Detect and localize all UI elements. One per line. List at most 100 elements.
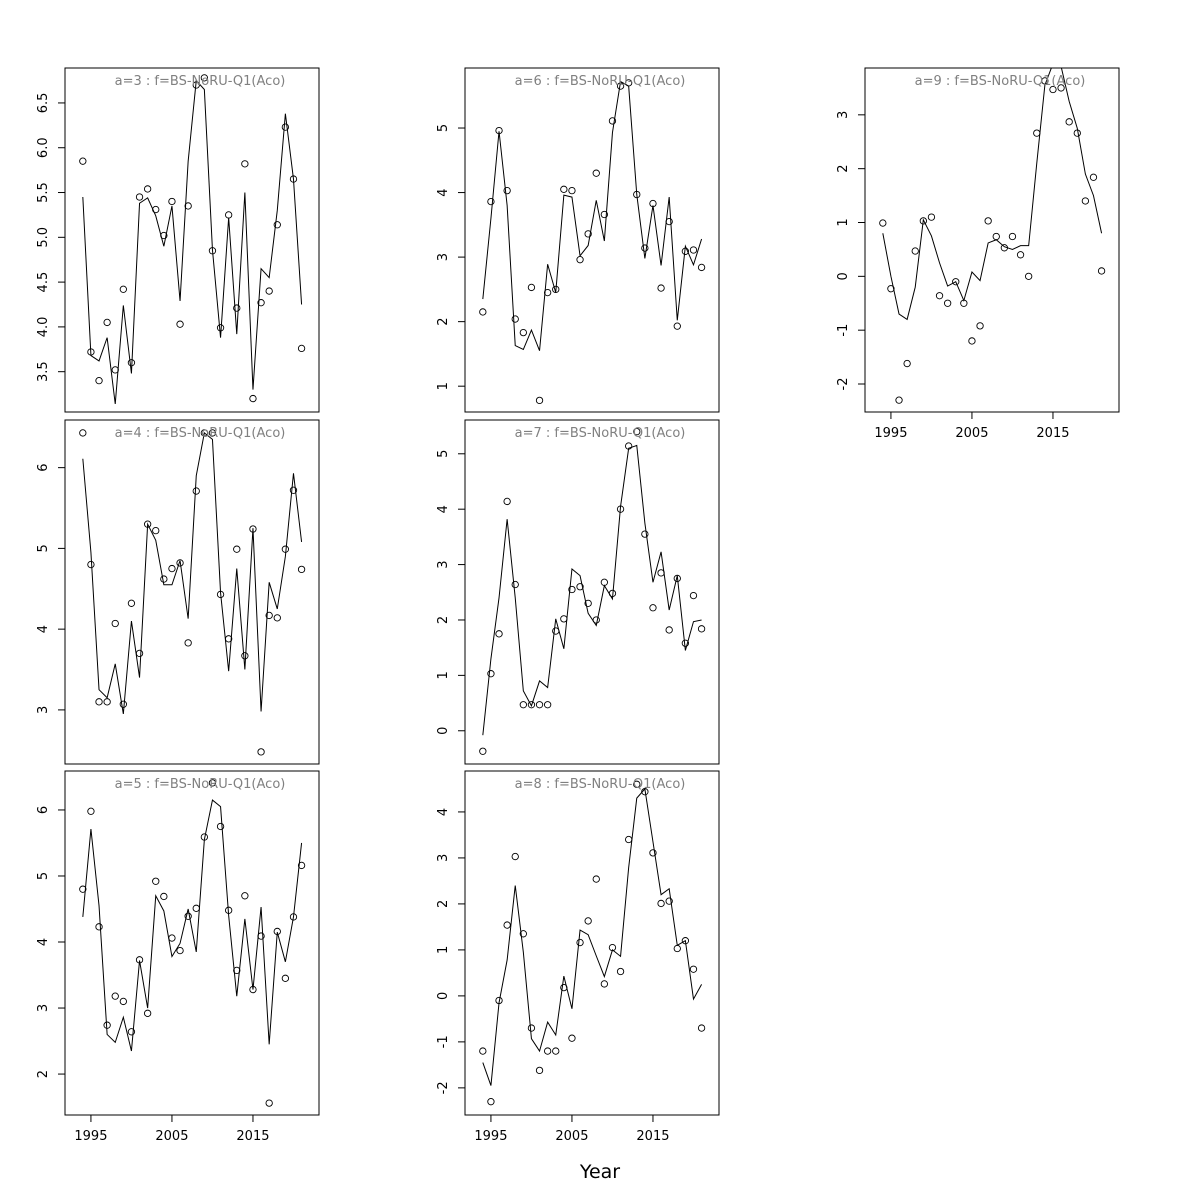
observed-point [135, 193, 144, 201]
observed-point [184, 639, 192, 647]
plot-frame [464, 67, 720, 413]
observed-point [560, 615, 568, 623]
observed-point [673, 322, 681, 330]
y-tick-label: 4 [36, 625, 51, 633]
observed-point [919, 217, 927, 225]
x-tick-label: 1995 [874, 426, 907, 441]
observed-point [527, 701, 536, 709]
observed-point [1049, 85, 1057, 94]
observed-point [543, 288, 552, 297]
observed-point [665, 897, 673, 905]
observed-point [95, 698, 103, 706]
observed-point [584, 599, 592, 608]
observed-point [200, 429, 209, 437]
y-tick-label: 3.5 [36, 361, 51, 382]
observed-point [127, 599, 136, 607]
observed-point [487, 1098, 495, 1106]
y-tick-label: 0 [436, 727, 451, 735]
observed-point [135, 649, 144, 658]
panel [479, 79, 706, 405]
observed-point [95, 376, 103, 385]
observed-point [87, 807, 95, 815]
observed-point [281, 974, 290, 982]
observed-point [249, 394, 257, 403]
y-tick-label: 6 [36, 806, 51, 814]
observed-point [119, 700, 127, 708]
panel [79, 429, 306, 756]
panel-title: a=8 : f=BS-NoRU-Q1(Aco) [515, 777, 686, 792]
observed-point [168, 197, 176, 206]
plot-frame [864, 67, 1120, 413]
observed-point [887, 285, 895, 293]
observed-point [176, 320, 184, 328]
x-tick-label: 2015 [1036, 426, 1069, 441]
y-tick-label: 4 [436, 505, 451, 513]
observed-point [535, 1066, 544, 1075]
observed-point [576, 938, 584, 947]
observed-point [79, 885, 87, 893]
observed-point [208, 779, 217, 787]
observed-point [608, 117, 617, 125]
observed-point [257, 748, 265, 756]
observed-point [1016, 251, 1025, 259]
y-tick-label: 5 [436, 124, 451, 132]
observed-point [576, 256, 584, 264]
observed-point [143, 185, 152, 193]
y-tick-label: 4 [436, 808, 451, 816]
y-tick-label: 2 [436, 900, 451, 908]
observed-point [992, 232, 1000, 241]
observed-point [584, 917, 592, 925]
observed-point [143, 1009, 152, 1017]
observed-point [543, 1047, 552, 1055]
plot-frame [464, 419, 720, 765]
observed-point [511, 580, 519, 589]
y-tick-label: -1 [836, 324, 851, 337]
observed-point [503, 497, 511, 506]
observed-point [1089, 173, 1098, 181]
y-tick-label: 0 [436, 992, 451, 1000]
fitted-line [482, 444, 702, 736]
observed-point [479, 747, 487, 755]
observed-point [273, 614, 281, 622]
y-tick-label: 5.5 [36, 182, 51, 203]
observed-point [1097, 267, 1106, 275]
observed-point [511, 852, 519, 861]
panel-title: a=3 : f=BS-NoRU-Q1(Aco) [115, 74, 286, 89]
observed-point [1033, 129, 1041, 137]
observed-point [592, 169, 600, 177]
observed-point [568, 585, 576, 594]
observed-point [487, 670, 495, 678]
observed-point [600, 210, 609, 219]
observed-point [689, 246, 698, 254]
observed-point [503, 921, 511, 929]
observed-point [127, 1028, 136, 1036]
y-tick-label: -1 [436, 1035, 451, 1048]
observed-point [895, 396, 903, 404]
observed-point [616, 967, 625, 976]
y-tick-label: 4 [436, 188, 451, 196]
observed-point [633, 780, 641, 788]
observed-point [487, 197, 495, 206]
y-tick-label: 4.5 [36, 272, 51, 293]
observed-point [479, 1047, 487, 1055]
x-tick-label: 2005 [155, 1129, 188, 1144]
plot-frame [64, 419, 320, 765]
observed-point [297, 861, 306, 870]
observed-point [176, 559, 184, 567]
observed-point [697, 1024, 706, 1032]
observed-point [233, 304, 241, 312]
observed-point [968, 337, 976, 345]
observed-point [289, 486, 298, 494]
observed-point [1008, 232, 1017, 241]
observed-point [984, 217, 992, 225]
observed-point [168, 564, 176, 573]
observed-point [649, 849, 657, 857]
plot-frame [464, 770, 720, 1116]
y-tick-label: 1 [436, 382, 451, 390]
y-tick-label: 5 [36, 872, 51, 880]
observed-point [160, 575, 168, 583]
fitted-line [882, 68, 1103, 321]
panel [79, 74, 306, 404]
observed-point [641, 530, 649, 538]
